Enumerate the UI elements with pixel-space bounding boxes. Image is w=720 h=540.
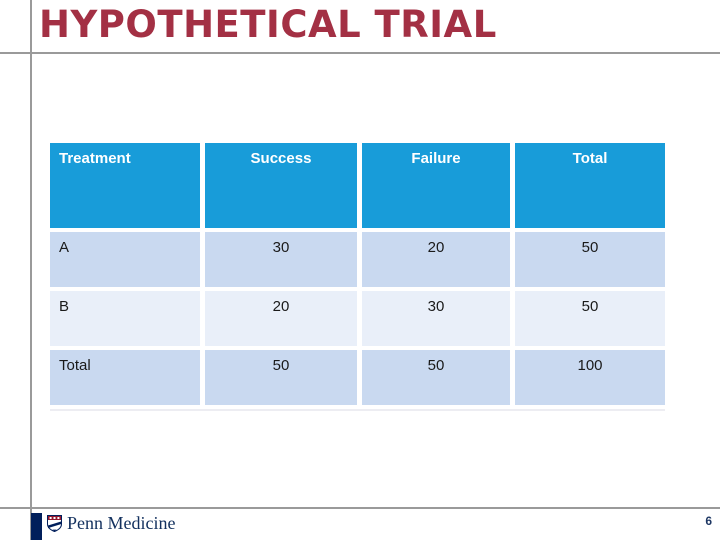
row-b-success: 20 [205,291,357,346]
header-cell-total: Total [515,143,665,228]
row-total-failure: 50 [362,350,510,405]
row-b-total: 50 [515,291,665,346]
row-total-label: Total [50,350,200,405]
row-a-failure: 20 [362,232,510,287]
trial-table: Treatment Success Failure Total A 30 20 … [50,143,665,405]
row-b-failure: 30 [362,291,510,346]
page-number: 6 [705,514,712,528]
row-total-total: 100 [515,350,665,405]
penn-shield-icon [47,515,62,533]
row-a-total: 50 [515,232,665,287]
footer-rule [0,507,720,509]
title-underline-rule [0,52,720,54]
left-vertical-rule [30,0,32,540]
header-cell-treatment: Treatment [50,143,200,228]
slide-title: HYPOTHETICAL TRIAL [39,3,497,46]
footer-brand: Penn Medicine [67,513,176,533]
header-cell-success: Success [205,143,357,228]
table-bottom-shadow [50,409,665,411]
row-a-label: A [50,232,200,287]
footer-accent-bar [31,513,42,540]
row-a-success: 30 [205,232,357,287]
row-total-success: 50 [205,350,357,405]
row-b-label: B [50,291,200,346]
header-cell-failure: Failure [362,143,510,228]
